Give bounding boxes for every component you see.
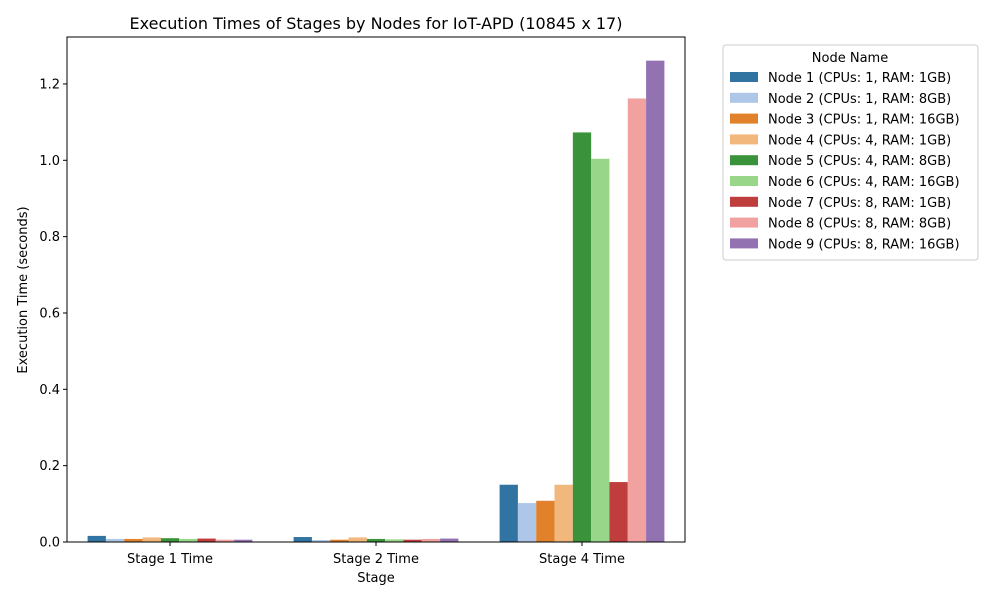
y-axis: 0.0 0.2 0.4 0.6 0.8 1.0 1.2 — [39, 77, 67, 551]
legend-label: Node 2 (CPUs: 1, RAM: 8GB) — [768, 92, 951, 107]
bar — [366, 538, 386, 542]
x-tick-label: Stage 4 Time — [539, 552, 625, 567]
bar — [197, 538, 216, 542]
bar — [627, 98, 647, 543]
bar — [440, 538, 459, 542]
bar — [385, 539, 404, 542]
bar — [87, 535, 106, 542]
y-tick-label: 1.0 — [39, 154, 60, 169]
legend-label: Node 7 (CPUs: 8, RAM: 1GB) — [768, 196, 951, 211]
legend-swatch — [730, 113, 758, 124]
legend-items: Node 1 (CPUs: 1, RAM: 1GB) Node 2 (CPUs: … — [730, 71, 960, 252]
bar — [554, 484, 573, 542]
legend-label: Node 5 (CPUs: 4, RAM: 8GB) — [768, 154, 951, 169]
legend-swatch — [730, 196, 758, 207]
legend-title: Node Name — [812, 51, 888, 66]
bar — [234, 539, 253, 542]
bar — [293, 537, 312, 542]
legend-swatch — [730, 92, 758, 103]
legend-label: Node 4 (CPUs: 4, RAM: 1GB) — [768, 133, 951, 148]
legend-swatch — [730, 176, 758, 186]
bar — [572, 132, 592, 542]
bar — [591, 158, 610, 542]
bar — [330, 539, 349, 542]
bar — [160, 538, 180, 542]
legend-label: Node 3 (CPUs: 1, RAM: 16GB) — [768, 113, 960, 128]
x-axis: Stage 1 Time Stage 2 Time Stage 4 Time — [127, 542, 625, 567]
y-axis-label: Execution Time (seconds) — [16, 206, 31, 373]
legend-label: Node 6 (CPUs: 4, RAM: 16GB) — [768, 175, 960, 190]
legend-label: Node 9 (CPUs: 8, RAM: 16GB) — [768, 237, 960, 252]
y-tick-label: 0.6 — [39, 306, 60, 321]
bar — [311, 540, 331, 542]
bar — [142, 537, 161, 542]
bar — [215, 539, 235, 542]
legend-swatch — [730, 238, 758, 249]
plot-area — [87, 60, 665, 543]
x-tick-label: Stage 1 Time — [127, 552, 213, 567]
legend-label: Node 1 (CPUs: 1, RAM: 1GB) — [768, 71, 951, 86]
bar — [517, 503, 537, 542]
x-axis-label: Stage — [357, 571, 395, 586]
legend-swatch — [730, 134, 758, 145]
y-tick-label: 0.8 — [39, 230, 60, 245]
bar — [421, 538, 441, 542]
y-tick-label: 0.2 — [39, 459, 60, 474]
y-tick-label: 0.0 — [39, 536, 60, 551]
bar — [124, 538, 143, 542]
legend-swatch — [730, 72, 758, 82]
legend-swatch — [730, 155, 758, 166]
y-tick-label: 1.2 — [39, 77, 60, 92]
bar — [179, 538, 198, 542]
legend-frame — [722, 44, 979, 261]
x-tick-label: Stage 2 Time — [333, 552, 419, 567]
bar — [105, 538, 125, 542]
legend-swatch — [730, 217, 758, 228]
chart-title: Execution Times of Stages by Nodes for I… — [130, 14, 623, 33]
legend-label: Node 8 (CPUs: 8, RAM: 8GB) — [768, 217, 951, 232]
bar — [646, 60, 665, 542]
bar — [348, 537, 367, 542]
y-tick-label: 0.4 — [39, 383, 60, 398]
bar — [499, 484, 518, 542]
bar — [609, 482, 628, 542]
bar — [403, 539, 422, 542]
legend: Node Name Node 1 (CPUs: 1, RAM: 1GB)Node… — [722, 44, 979, 261]
bar — [536, 500, 555, 542]
axes-frame — [66, 36, 686, 543]
